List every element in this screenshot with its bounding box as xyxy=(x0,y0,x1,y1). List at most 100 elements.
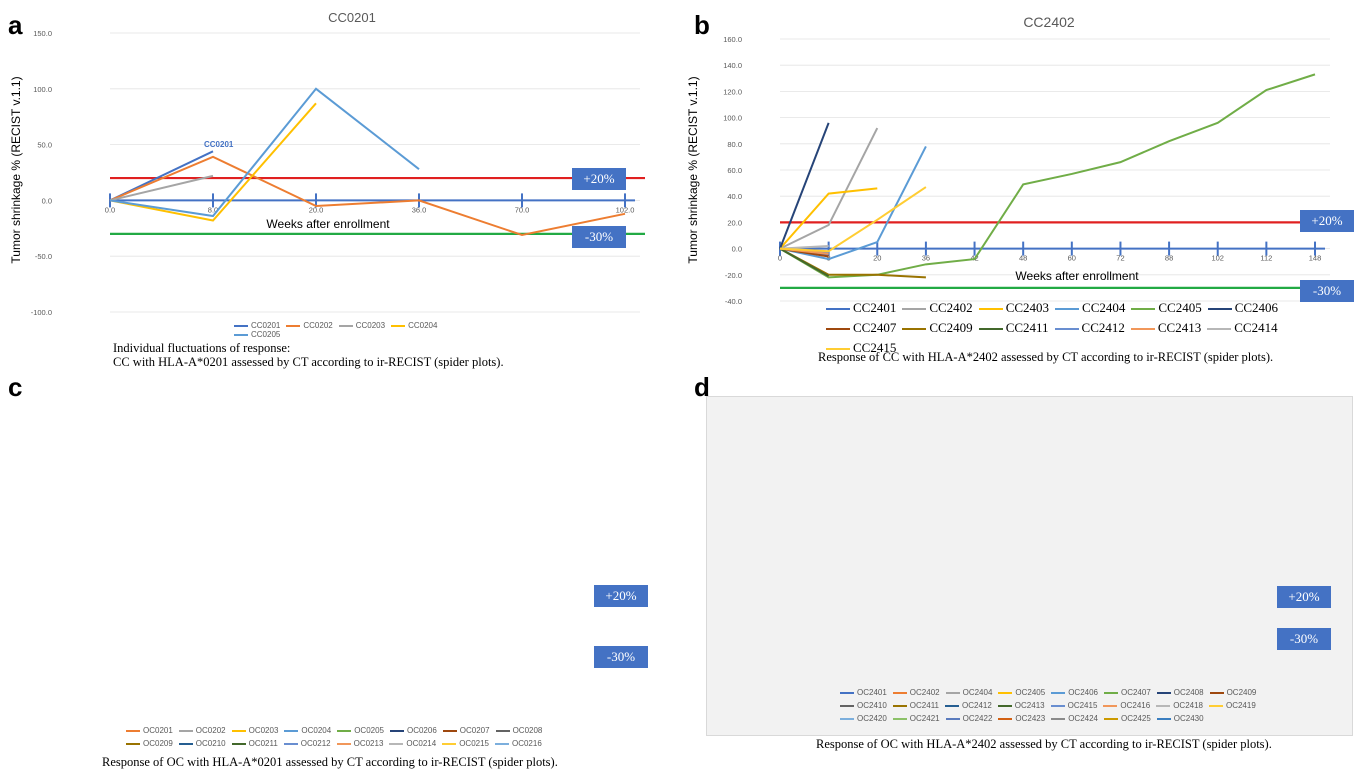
legend-label: OC0207 xyxy=(459,726,490,735)
legend-item: OC0207 xyxy=(442,724,490,737)
series-line-cc2406 xyxy=(779,122,830,249)
legend-item: CC2401 xyxy=(826,298,896,318)
legend-label: CC0202 xyxy=(303,321,333,330)
legend-swatch xyxy=(840,717,854,720)
x-tick-label: 36.0 xyxy=(412,205,427,214)
series-line-cc0202 xyxy=(109,155,626,237)
legend-item: CC2404 xyxy=(1055,298,1125,318)
legend-item: OC0216 xyxy=(494,737,542,750)
y-tick-label: 0.0 xyxy=(42,196,52,205)
legend-swatch xyxy=(126,729,140,732)
y-tick-label: 50.0 xyxy=(37,141,52,150)
x-tick-label: 112 xyxy=(1260,254,1272,263)
legend-swatch xyxy=(826,348,850,351)
x-tick-label: 102 xyxy=(1211,254,1224,263)
legend-label: OC2412 xyxy=(962,701,992,710)
legend-item: OC0210 xyxy=(178,737,226,750)
legend-swatch xyxy=(892,704,907,707)
legend-swatch xyxy=(234,324,248,327)
panel-letter-c: c xyxy=(8,372,23,402)
legend-label: CC2409 xyxy=(929,320,973,335)
series-line-cc2402 xyxy=(779,127,879,250)
legend-item: OC2430 xyxy=(1156,712,1204,725)
legend-swatch xyxy=(1103,691,1118,694)
legend-item: OC0214 xyxy=(389,737,436,750)
legend-swatch xyxy=(1207,328,1232,331)
x-tick-label: 0 xyxy=(778,254,782,263)
legend-item: OC2409 xyxy=(1209,686,1256,699)
x-tick-label: 60 xyxy=(1068,254,1076,263)
legend-swatch xyxy=(1156,717,1171,720)
legend-label: OC2408 xyxy=(1173,688,1204,697)
x-tick-label: 20.0 xyxy=(309,205,324,214)
legend-item: OC2407 xyxy=(1103,686,1151,699)
legend-item: OC0212 xyxy=(283,737,331,750)
series-line-cc2403 xyxy=(779,187,878,250)
legend-swatch xyxy=(284,729,299,732)
legend-label: CC2402 xyxy=(929,300,973,315)
legend-swatch xyxy=(1130,328,1155,331)
chart-a-legend: CC0201 CC0202 CC0203 CC0204 CC0205 xyxy=(234,321,494,339)
legend-label: OC2422 xyxy=(962,714,993,723)
y-tick-label: 150.0 xyxy=(33,29,52,38)
series-line-cc0204 xyxy=(109,102,317,222)
legend-swatch xyxy=(826,308,850,311)
legend-item: CC0205 xyxy=(234,330,280,339)
chart-b-caption: Response of CC with HLA-A*2402 assessed … xyxy=(818,350,1274,364)
legend-label: OC2424 xyxy=(1068,714,1098,723)
legend-item: CC0202 xyxy=(286,321,333,330)
legend-item: CC2403 xyxy=(978,298,1049,318)
legend-swatch xyxy=(945,717,960,720)
legend-label: OC2405 xyxy=(1015,688,1046,697)
legend-item: OC2402 xyxy=(892,686,940,699)
chart-c-minus30-tag: -30% xyxy=(594,646,648,668)
legend-label: CC2407 xyxy=(853,320,897,335)
x-tick-label: 72 xyxy=(1116,254,1124,263)
x-axis-title: Weeks after enrollment xyxy=(1015,269,1139,283)
legend-swatch xyxy=(1156,691,1171,694)
y-tick-label: 120.0 xyxy=(723,87,742,96)
legend-item: OC2410 xyxy=(840,699,887,712)
chart-d-minus30-tag: -30% xyxy=(1277,628,1331,650)
legend-item: OC2425 xyxy=(1103,712,1151,725)
y-axis-title: Tumor shrinkage % (RECIST v.1.1) xyxy=(686,76,700,263)
legend-item: OC0208 xyxy=(495,724,542,737)
legend-label: OC2410 xyxy=(857,701,887,710)
legend-label: OC0205 xyxy=(354,726,384,735)
legend-item: CC2405 xyxy=(1131,298,1202,318)
legend-swatch xyxy=(391,324,406,327)
legend-item: CC2415 xyxy=(826,338,896,358)
x-tick-label: 102.0 xyxy=(616,205,635,214)
legend-swatch xyxy=(998,717,1013,720)
legend-label: CC2411 xyxy=(1005,320,1049,335)
legend-swatch xyxy=(178,729,193,732)
legend-item: CC2411 xyxy=(978,318,1049,338)
chart-d-plus20-tag: +20% xyxy=(1277,586,1331,608)
legend-label: OC2415 xyxy=(1067,701,1098,710)
series-line-cc2404 xyxy=(779,145,927,261)
legend-item: OC2415 xyxy=(1050,699,1098,712)
legend-swatch xyxy=(1156,704,1171,707)
panel-letter-a: a xyxy=(8,10,23,40)
legend-item: CC0204 xyxy=(391,321,437,330)
legend-label: OC0212 xyxy=(300,739,331,748)
legend-item: CC2412 xyxy=(1054,318,1125,338)
legend-label: OC2406 xyxy=(1068,688,1098,697)
chart-title: CC2402 xyxy=(1023,14,1075,30)
legend-label: OC2402 xyxy=(909,688,940,697)
legend-swatch xyxy=(1103,717,1118,720)
x-tick-label: 0.0 xyxy=(105,205,115,214)
legend-swatch xyxy=(902,308,927,311)
legend-item: OC2420 xyxy=(840,712,887,725)
y-axis-title: Tumor shrinkage % (RECIST v.1.1) xyxy=(9,76,23,263)
legend-item: OC2422 xyxy=(945,712,993,725)
legend-swatch xyxy=(902,328,927,331)
legend-item: OC0211 xyxy=(231,737,278,750)
legend-swatch xyxy=(945,704,959,707)
chart-title: CC0201 xyxy=(328,10,376,25)
legend-swatch xyxy=(1103,704,1118,707)
legend-label: OC0213 xyxy=(353,739,384,748)
legend-swatch xyxy=(442,729,457,732)
series-annotation: CC0201 xyxy=(204,140,234,149)
legend-swatch xyxy=(1051,691,1066,694)
